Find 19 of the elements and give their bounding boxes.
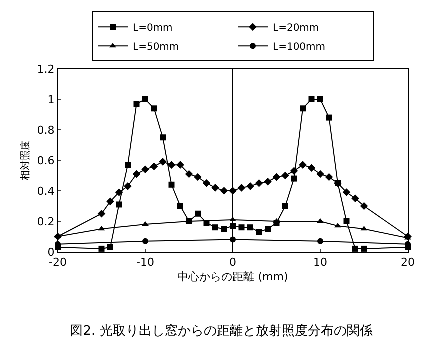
legend-label: L=0mm [133, 23, 173, 34]
legend-label: L=50mm [133, 42, 180, 54]
legend-label: L=20mm [273, 23, 320, 34]
x-tick-label: 0 [230, 256, 236, 270]
x-tick-label: 20 [401, 256, 415, 270]
x-tick-label: -20 [49, 256, 67, 270]
y-axis-title: 相対照度 [19, 140, 32, 180]
x-tick-label: -10 [136, 256, 154, 270]
y-tick-label: 1 [48, 93, 55, 106]
text: 図2. 光取り出し窓からの距離と放射照度分布の関係 [70, 323, 373, 340]
y-tick-label: 0.8 [37, 124, 55, 137]
y-tick-label: 0.6 [37, 154, 55, 168]
y-tick-label: 0 [48, 246, 55, 259]
x-axis-title: 中心からの距離 (mm) [178, 270, 288, 284]
y-tick-label: 0.4 [37, 184, 55, 198]
legend-label: L=100mm [273, 42, 326, 54]
y-tick-label: 1.2 [37, 62, 55, 76]
y-tick-label: 0.2 [37, 215, 55, 228]
x-tick-label: 10 [314, 256, 328, 270]
